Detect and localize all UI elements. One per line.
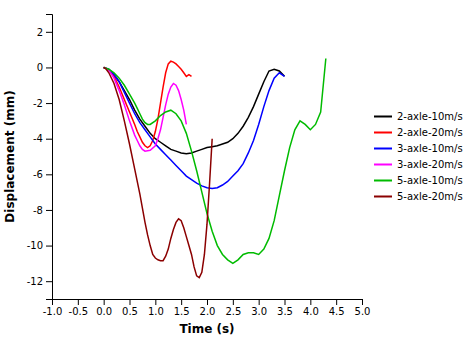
x-axis: -1.0 -0.5 0.0 0.5 1.0 1.5 2.0 2.5 3.0 3.5 4.0 4.5 5.… — [43, 299, 371, 317]
tick-label: 4.5 — [329, 306, 345, 317]
series-line — [104, 67, 285, 188]
lines — [104, 59, 326, 278]
y-axis-tick: 2 — [37, 27, 52, 38]
x-axis-tick: 3.5 — [277, 299, 293, 317]
y-axis-line — [46, 15, 53, 300]
tick-label: 5.0 — [355, 306, 371, 317]
tick-label: -1.0 — [43, 306, 63, 317]
tick-mark — [207, 299, 208, 305]
tick-mark — [46, 246, 52, 247]
tick-mark — [78, 299, 79, 305]
chart: -1.0 -0.5 0.0 0.5 1.0 1.5 2.0 2.5 3.0 3.5 4.0 4.5 5.… — [0, 0, 474, 341]
y-axis-tick: -2 — [33, 98, 52, 109]
x-axis-tick: 0.5 — [122, 299, 138, 317]
y-axis-tick: -8 — [33, 205, 52, 216]
legend-item: 3-axle-20m/s — [374, 159, 463, 170]
x-axis-tick: 1.0 — [148, 299, 164, 317]
tick-label: -6 — [33, 169, 43, 180]
legend-item: 2-axle-20m/s — [374, 127, 463, 138]
tick-mark — [181, 299, 182, 305]
x-axis-title: Time (s) — [179, 322, 234, 336]
tick-mark — [336, 299, 337, 305]
x-axis-tick: 0.0 — [96, 299, 112, 317]
y-axis-tick: -12 — [27, 276, 52, 287]
tick-mark — [46, 210, 52, 211]
plot: -1.0 -0.5 0.0 0.5 1.0 1.5 2.0 2.5 3.0 3.5 4.0 4.5 5.… — [3, 15, 463, 337]
tick-label: 3.0 — [251, 306, 267, 317]
tick-mark — [46, 174, 52, 175]
legend-item: 3-axle-10m/s — [374, 143, 463, 154]
legend-item: 2-axle-10m/s — [374, 111, 463, 122]
legend-swatch — [374, 196, 392, 198]
tick-label: 2.0 — [200, 306, 216, 317]
y-axis-tick: -4 — [33, 133, 52, 144]
tick-label: -10 — [27, 240, 43, 251]
legend-swatch — [374, 132, 392, 134]
series-line — [104, 67, 285, 153]
tick-label: 2.5 — [225, 306, 241, 317]
tick-label: 4.0 — [303, 306, 319, 317]
x-axis-tick: -1.0 — [43, 299, 63, 317]
tick-mark — [362, 299, 363, 305]
x-axis-tick: 4.0 — [303, 299, 319, 317]
legend-item: 5-axle-20m/s — [374, 191, 463, 202]
tick-label: -12 — [27, 276, 43, 287]
tick-mark — [46, 67, 52, 68]
x-axis-line — [53, 300, 363, 306]
x-axis-tick: -0.5 — [69, 299, 89, 317]
tick-mark — [130, 299, 131, 305]
tick-mark — [104, 299, 105, 305]
x-axis-tick: 4.5 — [329, 299, 345, 317]
tick-label: -0.5 — [69, 306, 89, 317]
tick-mark — [310, 299, 311, 305]
tick-label: -2 — [33, 98, 43, 109]
tick-label: 3.5 — [277, 306, 293, 317]
series-line — [104, 67, 213, 277]
y-axis-tick: 0 — [37, 62, 52, 73]
x-axis-tick: 5.0 — [355, 299, 371, 317]
tick-mark — [46, 139, 52, 140]
tick-mark — [233, 299, 234, 305]
tick-label: 0.5 — [122, 306, 138, 317]
tick-mark — [155, 299, 156, 305]
y-axis-tick: -6 — [33, 169, 52, 180]
series-line — [104, 67, 187, 151]
legend-swatch — [374, 148, 392, 150]
legend-swatch — [374, 164, 392, 166]
y-axis-title: Displacement (mm) — [3, 90, 17, 222]
legend-label: 2-axle-20m/s — [397, 127, 463, 138]
x-axis-tick: 2.0 — [200, 299, 216, 317]
tick-label: -8 — [33, 205, 43, 216]
tick-mark — [46, 281, 52, 282]
tick-label: 1.5 — [174, 306, 190, 317]
x-axis-tick: 1.5 — [174, 299, 190, 317]
x-axis-tick: 3.0 — [251, 299, 267, 317]
legend-label: 3-axle-20m/s — [397, 159, 463, 170]
series-line — [104, 59, 326, 264]
tick-mark — [285, 299, 286, 305]
tick-label: 0.0 — [96, 306, 112, 317]
legend-item: 5-axle-10m/s — [374, 175, 463, 186]
y-axis: -12 -10 -8 -6 -4 -2 0 2 — [27, 15, 53, 300]
tick-mark — [46, 103, 52, 104]
tick-label: 1.0 — [148, 306, 164, 317]
y-axis-tick: -10 — [27, 240, 52, 251]
legend-swatch — [374, 116, 392, 118]
tick-mark — [259, 299, 260, 305]
legend-swatch — [374, 180, 392, 182]
tick-label: 0 — [37, 62, 43, 73]
legend-label: 3-axle-10m/s — [397, 143, 463, 154]
tick-label: 2 — [37, 27, 43, 38]
legend-label: 5-axle-10m/s — [397, 175, 463, 186]
tick-label: -4 — [33, 133, 43, 144]
legend: 2-axle-10m/s 2-axle-20m/s 3-axle-10m/s 3-ax… — [374, 111, 463, 202]
x-axis-tick: 2.5 — [225, 299, 241, 317]
tick-mark — [46, 32, 52, 33]
legend-label: 2-axle-10m/s — [397, 111, 463, 122]
legend-label: 5-axle-20m/s — [397, 191, 463, 202]
series-line — [104, 61, 192, 147]
